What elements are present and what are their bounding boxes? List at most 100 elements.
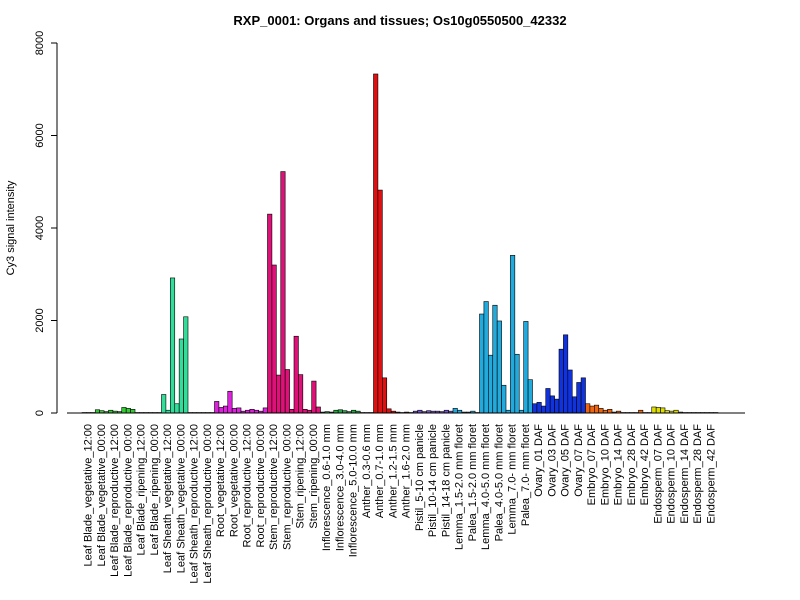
x-tick-label: Leaf Blade_ripening_00:00 (149, 424, 161, 556)
bar (231, 408, 237, 414)
x-tick-label: Anther_0.3-0.6 mm (361, 424, 373, 518)
x-tick-label: Embryo_14 DAF (613, 424, 625, 506)
bar (178, 338, 184, 414)
bar (549, 395, 555, 414)
x-tick-label: Lemma_4.0-5.0 mm floret (480, 424, 492, 550)
x-tick-label: Leaf Sheath_vegetative_12:00 (162, 424, 174, 573)
y-axis-label: Cy3 signal intensity (5, 180, 17, 275)
bar (386, 408, 392, 414)
bar (483, 301, 489, 414)
x-tick-label: Leaf Blade_reproductive_12:00 (109, 424, 121, 577)
x-tick-label: Leaf Blade_vegetative_12:00 (83, 424, 95, 567)
x-tick-label: Ovary_03 DAF (546, 424, 558, 497)
bar (452, 408, 458, 414)
bar (532, 403, 538, 414)
bar (554, 398, 560, 414)
x-tick-label: Root_reproductive_00:00 (255, 424, 267, 548)
y-axis: 0 2000 4000 6000 8000 (34, 31, 58, 416)
bar (501, 384, 507, 414)
x-tick-label: Leaf Sheath_vegetative_00:00 (175, 424, 187, 573)
x-tick-label: Lemma_7.0- mm floret (507, 424, 519, 535)
bar (479, 313, 485, 414)
bar (218, 407, 224, 414)
x-tick-label: Pistil_10-14 cm panicle (427, 424, 439, 537)
x-tick-label: Lemma_1.5-2.0 mm floret (454, 424, 466, 550)
bar (589, 405, 595, 414)
x-tick-label: Anther_1.2-1.5 mm (387, 424, 399, 518)
x-tick-label: Leaf Blade_ripening_12:00 (136, 424, 148, 556)
bar (161, 394, 167, 414)
bar (311, 380, 317, 414)
bar (302, 408, 308, 414)
x-tick-label: Inflorescence_0.6-1.0 mm (321, 424, 333, 551)
x-tick-label: Leaf Blade_reproductive_00:00 (122, 424, 134, 577)
bar (514, 353, 520, 414)
x-tick-label: Embryo_42 DAF (639, 424, 651, 506)
bar (377, 189, 383, 414)
x-tick-label: Endosperm_28 DAF (692, 424, 704, 524)
x-tick-label: Endosperm_10 DAF (666, 424, 678, 524)
bar (655, 407, 661, 414)
y-tick-label: 8000 (34, 31, 46, 55)
bar (527, 379, 533, 414)
bar (373, 73, 379, 414)
bar (607, 408, 613, 414)
y-tick-label: 4000 (34, 216, 46, 240)
bar (271, 264, 277, 414)
x-tick-label: Leaf Sheath_reproductive_12:00 (189, 424, 201, 584)
x-tick-label: Pistil_5-10 cm panicle (414, 424, 426, 531)
bar (227, 390, 233, 414)
x-tick-label: Endosperm_07 DAF (652, 424, 664, 524)
x-tick-label: Stem_ripening_00:00 (308, 424, 320, 529)
x-tick-label: Palea_7.0- mm floret (520, 424, 532, 526)
bar (214, 401, 220, 414)
bar (598, 408, 604, 414)
x-tick-label: Stem_reproductive_00:00 (281, 424, 293, 550)
x-tick-label: Leaf Sheath_reproductive_00:00 (202, 424, 214, 584)
y-tick-label: 6000 (34, 123, 46, 147)
bar (382, 377, 388, 414)
bar (580, 377, 586, 414)
x-tick-label: Pistil_14-18 cm panicle (440, 424, 452, 537)
bar (249, 408, 255, 414)
x-tick-label: Anther_1.6-2.0 mm (401, 424, 413, 518)
bar (571, 396, 577, 414)
bar (585, 403, 591, 414)
bar (545, 388, 551, 414)
x-tick-label: Embryo_07 DAF (586, 424, 598, 506)
bar (315, 406, 321, 414)
bar (125, 408, 131, 414)
bar (298, 374, 304, 414)
bar (262, 407, 268, 414)
bar (558, 348, 564, 414)
bar (236, 407, 242, 414)
bars (81, 73, 719, 414)
bar (488, 354, 494, 414)
bar (496, 320, 502, 414)
bar (289, 408, 295, 414)
bar (563, 334, 569, 414)
x-tick-label: Stem_reproductive_12:00 (268, 424, 280, 550)
x-tick-label: Embryo_28 DAF (626, 424, 638, 506)
bar (276, 374, 282, 414)
x-tick-label: Embryo_10 DAF (599, 424, 611, 506)
x-tick-label: Palea_4.0-5.0 mm floret (493, 424, 505, 541)
x-tick-label: Palea_1.5-2.0 mm floret (467, 424, 479, 541)
bar (280, 171, 286, 414)
bar (293, 335, 299, 414)
x-tick-label: Leaf Blade_vegetative_00:00 (96, 424, 108, 567)
bar (567, 369, 573, 414)
bar (174, 403, 180, 414)
y-tick-label: 2000 (34, 308, 46, 332)
bar (183, 316, 189, 414)
bar (651, 406, 657, 414)
x-tick-label: Endosperm_42 DAF (705, 424, 717, 524)
bar (576, 382, 582, 414)
x-tick-label: Stem_ripening_12:00 (295, 424, 307, 529)
bar (170, 277, 176, 414)
x-tick-label: Endosperm_14 DAF (679, 424, 691, 524)
bar (541, 405, 547, 414)
bar (536, 402, 542, 414)
bar (492, 304, 498, 414)
